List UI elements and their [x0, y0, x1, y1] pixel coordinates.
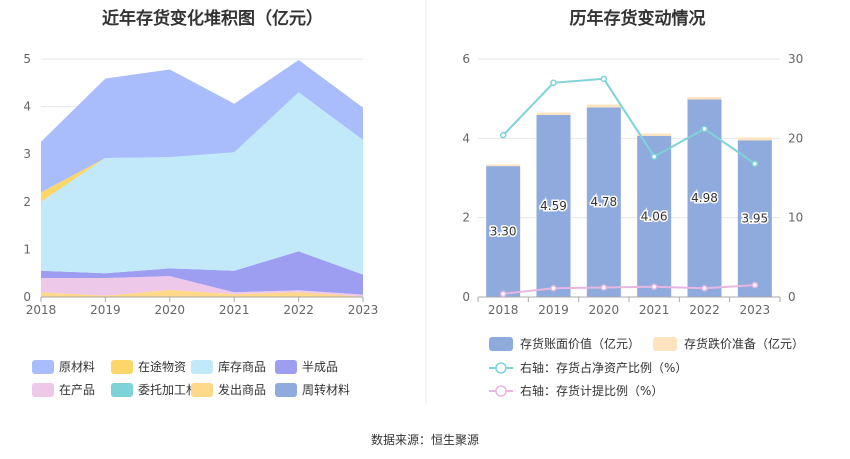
- bar-value-label: 3.95: [741, 212, 768, 226]
- inventory-bar: [486, 166, 521, 297]
- provision-ratio-point: [499, 290, 507, 298]
- provision-ratio-line: [503, 284, 755, 295]
- right-y-tick-label: 20: [788, 131, 803, 145]
- legend-label: 原材料: [59, 360, 95, 374]
- legend-marker: [495, 362, 507, 374]
- x-tick-label: 2021: [219, 303, 250, 317]
- inventory-bar-line-chart: 0 2 4 6 0 10 20 30 2018 2019 2020 2021 2022 2023 3.30 4…: [462, 52, 803, 317]
- y-tick-label: 1: [23, 242, 31, 256]
- data-source-note: 数据来源：恒生聚源: [370, 433, 479, 447]
- legend-label: 右轴：存货占净资产比例（%）: [520, 360, 687, 375]
- legend-label: 半成品: [302, 360, 338, 374]
- right-y-tick-label: 0: [788, 290, 796, 304]
- legend-label: 周转材料: [302, 382, 350, 397]
- impairment-bar: [536, 112, 571, 115]
- x-tick-label: 2020: [589, 303, 620, 317]
- net-asset-ratio-point: [701, 125, 708, 133]
- legend-label: 库存商品: [218, 359, 266, 374]
- provision-ratio-point: [550, 285, 557, 292]
- left-y-tick-label: 6: [462, 52, 470, 66]
- inventory-bar: [536, 114, 571, 298]
- impairment-bar: [637, 133, 672, 136]
- legend-label: 存货账面价值（亿元）: [520, 336, 640, 351]
- x-tick-label: 2022: [283, 303, 314, 317]
- bar-value-label: 4.59: [540, 199, 567, 213]
- area-series: [41, 92, 363, 275]
- right-y-tick-label: 30: [788, 52, 803, 66]
- x-tick-label: 2021: [639, 303, 670, 317]
- legend-swatch: [32, 383, 54, 397]
- legend-label: 在途物资: [138, 359, 186, 374]
- net-asset-ratio-point: [751, 160, 759, 167]
- x-tick-label: 2023: [740, 303, 771, 317]
- stacked-area-chart: 0 1 2 3 4 5 2018 2019 2020 2021 2022 2023: [23, 52, 378, 317]
- impairment-bar: [687, 97, 722, 100]
- legend-swatch: [32, 360, 54, 374]
- bar-value-label: 4.98: [691, 191, 718, 205]
- legend-swatch: [191, 383, 213, 397]
- y-tick-label: 3: [23, 147, 31, 161]
- y-tick-label: 5: [23, 52, 31, 66]
- net-asset-ratio-point: [550, 79, 557, 87]
- left-y-tick-label: 0: [462, 290, 470, 304]
- bar-value-label: 4.78: [590, 195, 617, 209]
- net-asset-ratio-line: [502, 77, 756, 165]
- legend-swatch: [653, 337, 677, 351]
- area-series: [41, 60, 363, 193]
- x-tick-label: 2018: [488, 303, 519, 317]
- inventory-bar: [637, 135, 672, 297]
- y-tick-label: 4: [23, 100, 31, 114]
- impairment-bar: [486, 164, 521, 167]
- provision-ratio-point: [650, 283, 658, 290]
- x-tick-label: 2023: [348, 303, 379, 317]
- right-legend: 存货账面价值（亿元） 存货跌价准备（亿元） 右轴：存货占净资产比例（%） 右轴：存货计…: [489, 336, 804, 398]
- x-tick-label: 2018: [26, 303, 57, 317]
- legend-swatch: [275, 383, 297, 397]
- legend-swatch: [275, 360, 297, 374]
- legend-label: 存货跌价准备（亿元）: [684, 336, 804, 351]
- x-tick-label: 2019: [538, 303, 569, 317]
- area-series: [41, 251, 363, 295]
- net-asset-ratio-point: [499, 131, 507, 139]
- left-y-tick-label: 2: [462, 211, 470, 225]
- right-y-tick-label: 10: [788, 211, 803, 225]
- x-tick-label: 2022: [689, 303, 720, 317]
- legend-label: 右轴：存货计提比例（%）: [520, 383, 663, 398]
- y-tick-label: 0: [23, 290, 31, 304]
- inventory-bar: [687, 99, 722, 298]
- area-series: [41, 289, 363, 297]
- left-y-tick-label: 4: [462, 131, 470, 145]
- legend-label: 发出商品: [218, 382, 266, 397]
- impairment-bar: [737, 137, 772, 141]
- x-tick-label: 2019: [90, 303, 121, 317]
- x-tick-label: 2020: [155, 303, 186, 317]
- net-asset-ratio-point: [600, 75, 608, 83]
- area-series: [41, 276, 363, 297]
- legend-swatch: [191, 360, 213, 374]
- bar-value-label: 3.30: [490, 225, 517, 239]
- provision-ratio-point: [600, 284, 608, 291]
- net-asset-ratio-point: [650, 153, 658, 160]
- left-chart-title: 近年存货变化堆积图（亿元）: [102, 9, 323, 29]
- legend-swatch: [111, 383, 133, 397]
- legend-marker: [495, 385, 507, 397]
- legend-label: 在产品: [59, 383, 95, 397]
- legend-swatch: [489, 337, 513, 351]
- bar-value-label: 4.06: [641, 209, 668, 223]
- legend-swatch: [111, 360, 133, 374]
- impairment-bar: [586, 104, 621, 108]
- inventory-bar: [586, 107, 621, 297]
- y-tick-label: 2: [23, 195, 31, 209]
- provision-ratio-point: [701, 285, 708, 292]
- provision-ratio-point: [751, 281, 759, 289]
- right-chart-title: 历年存货变动情况: [569, 9, 706, 29]
